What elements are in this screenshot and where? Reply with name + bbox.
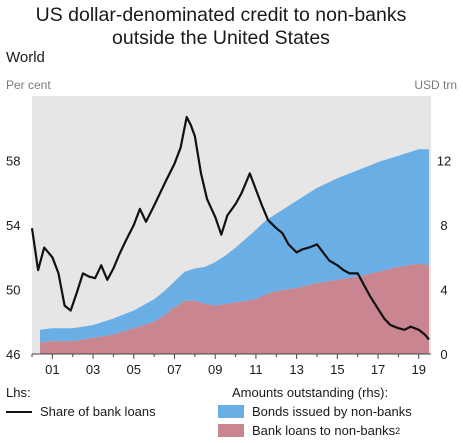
- y-right-tick-label: 0: [440, 347, 447, 362]
- area-layer: [40, 149, 429, 354]
- chart-title: US dollar-denominated credit to non-bank…: [35, 4, 407, 49]
- left-axis-unit: Per cent: [6, 78, 51, 92]
- y-left-tick-label: 58: [6, 154, 20, 169]
- legend-lhs-heading: Lhs:: [6, 385, 31, 400]
- footnote-marker: 2: [395, 425, 401, 436]
- legend-item-bonds: Bonds issued by non-banks: [218, 404, 412, 419]
- x-tick-label: 09: [208, 362, 222, 377]
- loans-swatch: [218, 424, 244, 437]
- x-tick-label: 03: [86, 362, 100, 377]
- bonds-swatch: [218, 405, 244, 418]
- y-right-tick-label: 4: [440, 283, 447, 298]
- y-right-tick-label: 12: [437, 154, 451, 169]
- y-left-tick-label: 54: [6, 218, 20, 233]
- x-tick-label: 07: [167, 362, 181, 377]
- line-swatch: [6, 410, 32, 413]
- legend-item-share-bank-loans: Share of bank loans: [6, 404, 156, 419]
- x-tick-label: 19: [412, 362, 426, 377]
- axis-layer: 01 03 05 07 09 11 13 15 17 19 46 50 54 58 0 4 8 12: [6, 154, 451, 378]
- line-layer: [30, 115, 430, 341]
- x-tick-label: 05: [127, 362, 141, 377]
- legend-item-bank-loans: Bank loans to non-banks 2: [218, 423, 400, 438]
- series-area-bonds: [40, 149, 429, 343]
- y-left-tick-label: 50: [6, 283, 20, 298]
- y-left-tick-label: 46: [6, 347, 20, 362]
- legend-label: Share of bank loans: [40, 404, 156, 419]
- legend-rhs-heading: Amounts outstanding (rhs):: [232, 385, 389, 400]
- x-tick-label: 11: [249, 362, 263, 377]
- x-tick-label: 01: [45, 362, 59, 377]
- legend-label: Bank loans to non-banks: [252, 423, 396, 438]
- chart-subtitle: World: [6, 49, 45, 66]
- x-tick-label: 13: [289, 362, 303, 377]
- series-line-share-bank-loans: [30, 115, 430, 341]
- right-axis-unit: USD trn: [414, 78, 457, 92]
- series-area-bank-loans: [40, 263, 429, 354]
- x-tick-label: 15: [330, 362, 344, 377]
- y-right-tick-label: 8: [440, 218, 447, 233]
- legend-label: Bonds issued by non-banks: [252, 404, 412, 419]
- x-tick-label: 17: [371, 362, 385, 377]
